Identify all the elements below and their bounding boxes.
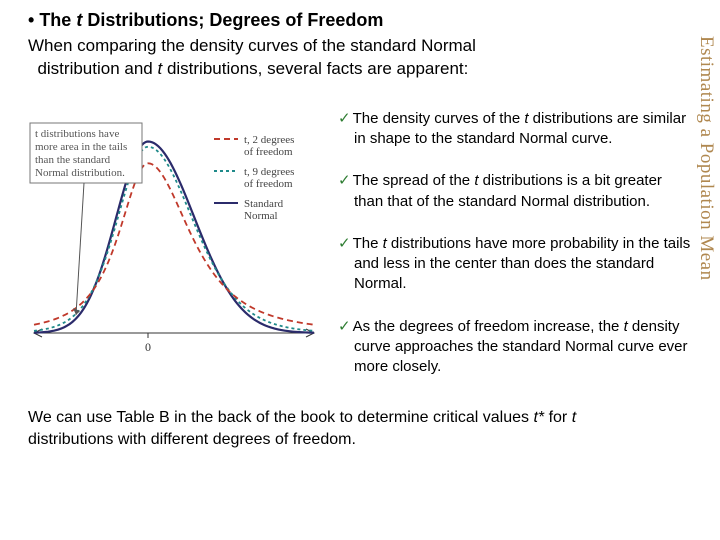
bullet-list: ✓The density curves of the t distributio…: [338, 95, 692, 400]
footer-t2: t: [572, 409, 576, 426]
footer-post: distributions with different degrees of …: [28, 431, 356, 448]
distribution-chart-svg: 0 t distributions havemore area in the ta…: [28, 95, 320, 365]
bullet-item: ✓The density curves of the t distributio…: [338, 109, 692, 150]
heading-post: Distributions; Degrees of Freedom: [82, 10, 383, 30]
legend-label: t, 9 degrees: [244, 166, 294, 178]
footer-t1: t*: [533, 409, 544, 426]
legend-label: Normal: [244, 210, 278, 222]
figure-annotation-line: t distributions have: [35, 128, 119, 140]
intro-text: When comparing the density curves of the…: [28, 35, 692, 81]
footer-text: We can use Table B in the back of the bo…: [28, 407, 692, 450]
footer-mid: for: [544, 409, 572, 426]
check-icon: ✓: [338, 318, 353, 335]
figure-annotation-line: more area in the tails: [35, 141, 127, 153]
intro-line1: When comparing the density curves of the…: [28, 36, 476, 55]
svg-text:0: 0: [145, 340, 151, 354]
legend-label: of freedom: [244, 146, 293, 158]
bullet-item: ✓The spread of the t distributions is a …: [338, 171, 692, 212]
heading-pre: The: [39, 10, 76, 30]
figure-annotation-line: than the standard: [35, 154, 111, 166]
distribution-figure: 0 t distributions havemore area in the ta…: [28, 95, 320, 365]
legend-label: Standard: [244, 198, 284, 210]
bullet-item: ✓The t distributions have more probabili…: [338, 234, 692, 295]
vertical-section-label-text: Estimating a Population Mean: [695, 36, 717, 281]
bullet-item: ✓As the degrees of freedom increase, the…: [338, 317, 692, 378]
intro-line2-post: distributions, several facts are apparen…: [162, 59, 468, 78]
footer-pre: We can use Table B in the back of the bo…: [28, 409, 533, 426]
legend-label: t, 2 degrees: [244, 134, 294, 146]
check-icon: ✓: [338, 110, 353, 127]
slide-heading: • The t Distributions; Degrees of Freedo…: [28, 10, 692, 31]
figure-annotation-line: Normal distribution.: [35, 167, 125, 179]
legend-label: of freedom: [244, 178, 293, 190]
vertical-section-label: Estimating a Population Mean: [694, 36, 718, 356]
heading-bullet: •: [28, 10, 39, 30]
intro-line2-pre: distribution and: [37, 59, 157, 78]
check-icon: ✓: [338, 235, 353, 252]
check-icon: ✓: [338, 172, 353, 189]
